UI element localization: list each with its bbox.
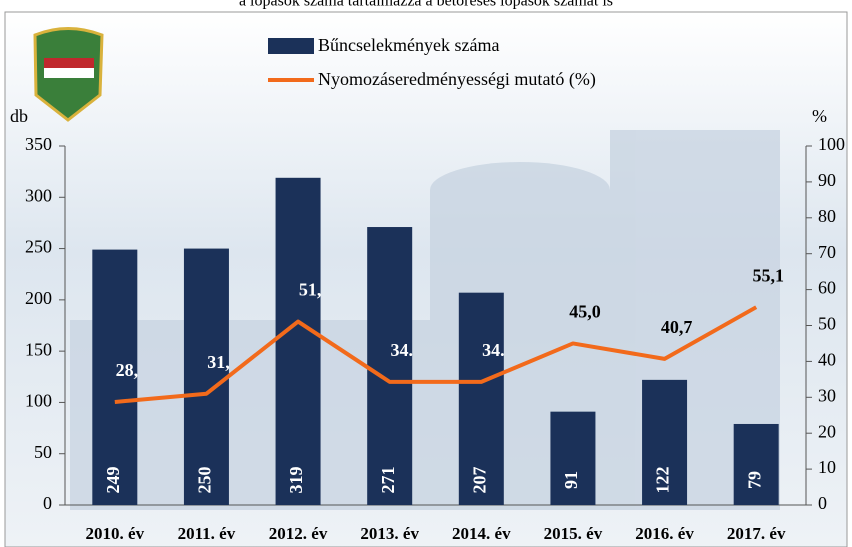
line-value-label: 31, xyxy=(207,352,230,372)
bar-value-label: 122 xyxy=(653,467,673,494)
x-tick-label: 2011. év xyxy=(178,524,236,543)
legend-label: Bűncselekmények száma xyxy=(318,35,499,55)
bar-value-label: 319 xyxy=(286,467,306,494)
logo xyxy=(33,27,104,122)
line-value-label: 51, xyxy=(299,280,322,300)
x-tick-label: 2010. év xyxy=(86,524,145,543)
bar-value-label: 250 xyxy=(195,467,215,494)
bar xyxy=(642,379,688,505)
legend-swatch xyxy=(268,38,314,54)
y2-tick-label: 10 xyxy=(818,457,836,477)
y2-tick-label: 0 xyxy=(818,493,827,513)
line xyxy=(114,305,758,404)
y2-tick-label: 70 xyxy=(818,242,836,262)
y2-tick-label: 60 xyxy=(818,278,836,298)
bar-value-label: 271 xyxy=(378,467,398,494)
x-tick-label: 2012. év xyxy=(269,524,328,543)
line-value-label: 45,0 xyxy=(569,302,601,322)
bar xyxy=(183,248,229,506)
y2-tick-label: 80 xyxy=(818,206,836,226)
line-value-label: 34. xyxy=(390,340,413,360)
y-tick-label: 50 xyxy=(34,442,52,462)
line-value-label: 34. xyxy=(482,340,505,360)
bar-value-label: 91 xyxy=(561,471,581,489)
bar xyxy=(92,249,138,505)
x-tick-label: 2015. év xyxy=(544,524,603,543)
x-tick-label: 2016. év xyxy=(635,524,694,543)
x-tick-label: 2017. év xyxy=(727,524,786,543)
y2-tick-label: 100 xyxy=(818,134,845,154)
y-tick-label: 300 xyxy=(25,185,52,205)
legend-label: Nyomozáseredményességi mutató (%) xyxy=(318,69,596,90)
y-tick-label: 350 xyxy=(25,134,52,154)
bar xyxy=(275,177,321,505)
y2-tick-label: 30 xyxy=(818,385,836,405)
y-axis-label: db xyxy=(10,106,28,126)
line-value-label: 28, xyxy=(116,360,139,380)
y-tick-label: 150 xyxy=(25,339,52,359)
bar-value-label: 207 xyxy=(469,467,489,494)
y-tick-label: 0 xyxy=(43,493,52,513)
y2-tick-label: 90 xyxy=(818,170,836,190)
bar xyxy=(550,411,596,505)
x-tick-label: 2013. év xyxy=(360,524,419,543)
line-value-label: 55,1 xyxy=(752,265,784,285)
y2-tick-label: 20 xyxy=(818,421,836,441)
bar xyxy=(733,423,779,505)
y2-tick-label: 40 xyxy=(818,350,836,370)
bar xyxy=(367,227,413,505)
subtitle: a lopások száma tartalmazza a betöréses … xyxy=(239,0,613,10)
bar xyxy=(458,292,504,505)
x-tick-label: 2014. év xyxy=(452,524,511,543)
y2-axis-label: % xyxy=(812,106,827,126)
y-tick-label: 200 xyxy=(25,288,52,308)
y-tick-label: 100 xyxy=(25,391,52,411)
y-tick-label: 250 xyxy=(25,237,52,257)
bar-value-label: 79 xyxy=(744,471,764,489)
bar-value-label: 249 xyxy=(103,467,123,494)
y2-tick-label: 50 xyxy=(818,314,836,334)
line-value-label: 40,7 xyxy=(661,317,693,337)
